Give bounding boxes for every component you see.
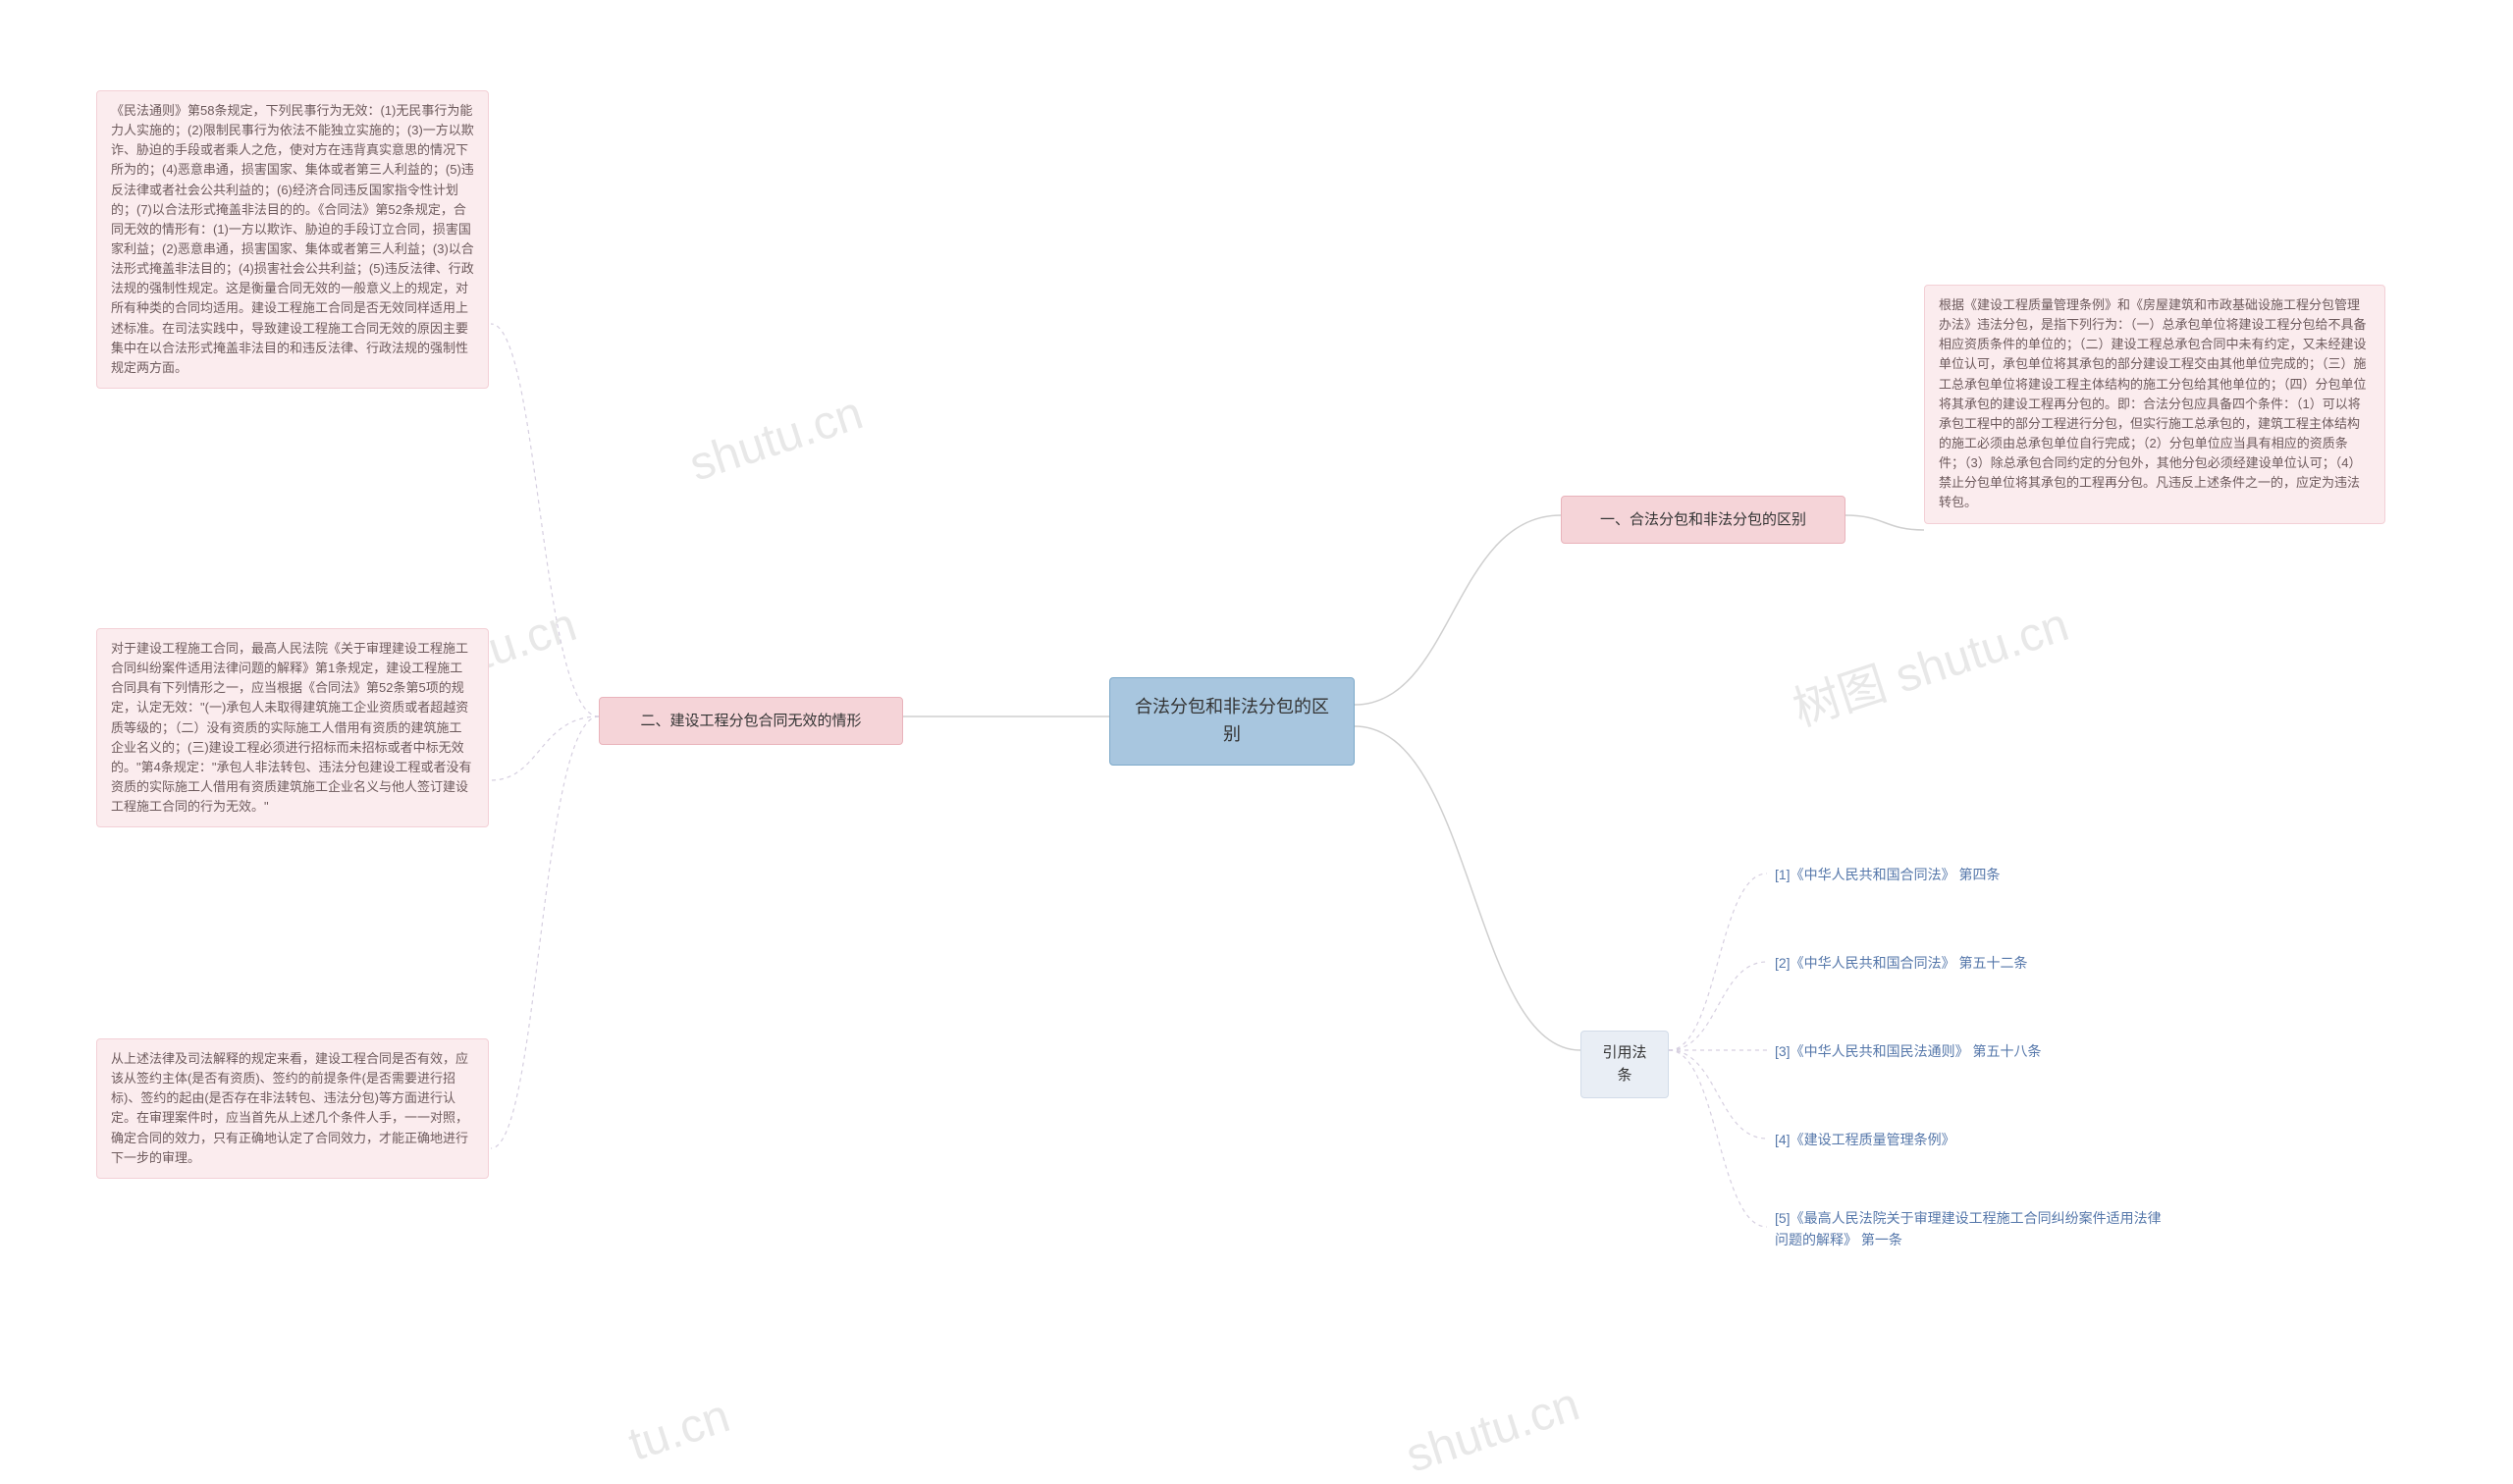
leaf-left-1: 《民法通则》第58条规定，下列民事行为无效：(1)无民事行为能力人实施的；(2)… <box>96 90 489 389</box>
cite-item: [5]《最高人民法院关于审理建设工程施工合同纠纷案件适用法律问题的解释》 第一条 <box>1767 1202 2179 1256</box>
center-text: 合法分包和非法分包的区别 <box>1135 697 1329 744</box>
watermark: 树图 shutu.cn <box>1783 586 2075 739</box>
cite-text: [4]《建设工程质量管理条例》 <box>1775 1132 1955 1147</box>
leaf-text: 根据《建设工程质量管理条例》和《房屋建筑和市政基础设施工程分包管理办法》违法分包… <box>1939 297 2367 509</box>
cite-item: [4]《建设工程质量管理条例》 <box>1767 1124 2081 1157</box>
watermark: shutu.cn <box>683 386 870 492</box>
watermark: shutu.cn <box>1400 1377 1586 1483</box>
leaf-left-3: 从上述法律及司法解释的规定来看，建设工程合同是否有效，应该从签约主体(是否有资质… <box>96 1038 489 1179</box>
branch-label: 二、建设工程分包合同无效的情形 <box>640 713 861 729</box>
cite-text: [3]《中华人民共和国民法通则》 第五十八条 <box>1775 1043 2041 1059</box>
cite-item: [1]《中华人民共和国合同法》 第四条 <box>1767 859 2120 892</box>
leaf-left-2: 对于建设工程施工合同，最高人民法院《关于审理建设工程施工合同纠纷案件适用法律问题… <box>96 628 489 827</box>
cite-item: [2]《中华人民共和国合同法》 第五十二条 <box>1767 947 2140 980</box>
leaf-text: 从上述法律及司法解释的规定来看，建设工程合同是否有效，应该从签约主体(是否有资质… <box>111 1051 468 1165</box>
cite-head: 引用法条 <box>1580 1031 1669 1098</box>
cite-text: [5]《最高人民法院关于审理建设工程施工合同纠纷案件适用法律问题的解释》 第一条 <box>1775 1210 2162 1247</box>
leaf-right-1: 根据《建设工程质量管理条例》和《房屋建筑和市政基础设施工程分包管理办法》违法分包… <box>1924 285 2385 524</box>
leaf-text: 《民法通则》第58条规定，下列民事行为无效：(1)无民事行为能力人实施的；(2)… <box>111 103 474 375</box>
leaf-text: 对于建设工程施工合同，最高人民法院《关于审理建设工程施工合同纠纷案件适用法律问题… <box>111 641 471 814</box>
branch-node-right-1: 一、合法分包和非法分包的区别 <box>1561 496 1845 544</box>
cite-head-label: 引用法条 <box>1602 1044 1646 1084</box>
center-node: 合法分包和非法分包的区别 <box>1109 677 1355 766</box>
cite-text: [2]《中华人民共和国合同法》 第五十二条 <box>1775 955 2027 971</box>
branch-label: 一、合法分包和非法分包的区别 <box>1600 511 1806 528</box>
cite-text: [1]《中华人民共和国合同法》 第四条 <box>1775 867 2000 882</box>
watermark: tu.cn <box>622 1389 736 1471</box>
cite-item: [3]《中华人民共和国民法通则》 第五十八条 <box>1767 1035 2160 1069</box>
branch-node-left-2: 二、建设工程分包合同无效的情形 <box>599 697 903 745</box>
